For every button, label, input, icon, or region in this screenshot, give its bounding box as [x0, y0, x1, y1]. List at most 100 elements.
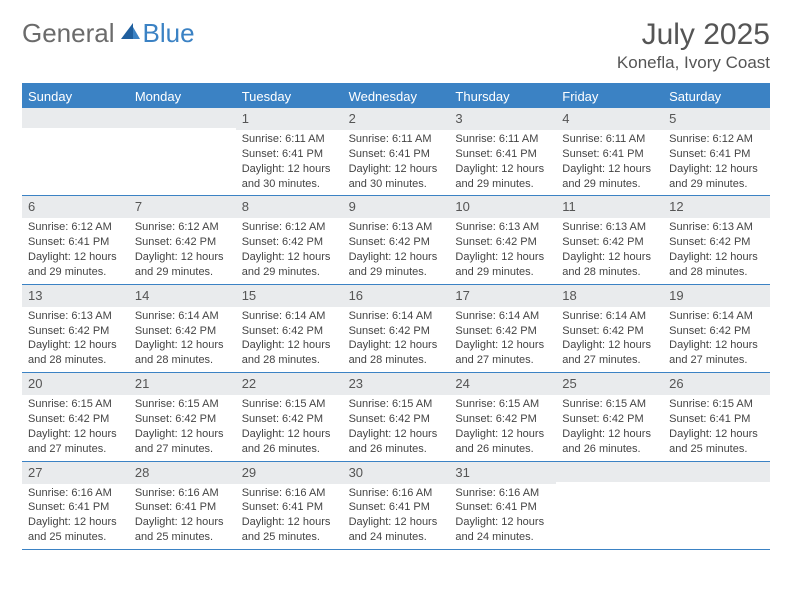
sunrise-line: Sunrise: 6:14 AM — [135, 309, 230, 324]
month-title: July 2025 — [617, 18, 770, 52]
day-body: Sunrise: 6:15 AMSunset: 6:42 PMDaylight:… — [556, 395, 663, 460]
sunrise-line: Sunrise: 6:13 AM — [562, 220, 657, 235]
day-body: Sunrise: 6:13 AMSunset: 6:42 PMDaylight:… — [556, 218, 663, 283]
day-empty — [129, 108, 236, 195]
day-number: 30 — [349, 465, 363, 480]
sunset-line: Sunset: 6:42 PM — [349, 324, 444, 339]
day-body: Sunrise: 6:11 AMSunset: 6:41 PMDaylight:… — [556, 130, 663, 195]
day-body: Sunrise: 6:13 AMSunset: 6:42 PMDaylight:… — [663, 218, 770, 283]
sunset-line: Sunset: 6:41 PM — [349, 147, 444, 162]
day-number: 16 — [349, 288, 363, 303]
day-number: 7 — [135, 199, 142, 214]
sunrise-line: Sunrise: 6:12 AM — [135, 220, 230, 235]
day-empty — [22, 108, 129, 195]
sunrise-line: Sunrise: 6:11 AM — [562, 132, 657, 147]
day-body: Sunrise: 6:16 AMSunset: 6:41 PMDaylight:… — [22, 484, 129, 549]
day-cell: 26Sunrise: 6:15 AMSunset: 6:41 PMDayligh… — [663, 373, 770, 460]
day-cell: 25 Sunrise: 6:15 AMSunset: 6:42 PMDayligh… — [556, 373, 663, 460]
day-cell: 22Sunrise: 6:15 AMSunset: 6:42 PMDayligh… — [236, 373, 343, 460]
sunset-line: Sunset: 6:42 PM — [135, 412, 230, 427]
day-cell: 21Sunrise: 6:15 AMSunset: 6:42 PMDayligh… — [129, 373, 236, 460]
day-body: Sunrise: 6:15 AMSunset: 6:42 PMDaylight:… — [449, 395, 556, 460]
weekday-label: Sunday — [22, 85, 129, 108]
day-number: 14 — [135, 288, 149, 303]
sunset-line: Sunset: 6:42 PM — [242, 324, 337, 339]
daylight-line: Daylight: 12 hours and 27 minutes. — [135, 427, 230, 457]
day-body: Sunrise: 6:12 AMSunset: 6:41 PMDaylight:… — [22, 218, 129, 283]
daylight-line: Daylight: 12 hours and 29 minutes. — [242, 250, 337, 280]
daylight-line: Daylight: 12 hours and 27 minutes. — [562, 338, 657, 368]
day-cell: 24Sunrise: 6:15 AMSunset: 6:42 PMDayligh… — [449, 373, 556, 460]
daylight-line: Daylight: 12 hours and 24 minutes. — [349, 515, 444, 545]
day-number: 26 — [669, 376, 683, 391]
day-number: 5 — [669, 111, 676, 126]
logo-text-1: General — [22, 18, 115, 49]
day-cell: 31Sunrise: 6:16 AMSunset: 6:41 PMDayligh… — [449, 462, 556, 549]
logo-text-2: Blue — [143, 18, 195, 49]
day-body: Sunrise: 6:14 AMSunset: 6:42 PMDaylight:… — [236, 307, 343, 372]
sunset-line: Sunset: 6:42 PM — [455, 412, 550, 427]
day-number: 25 — [562, 376, 576, 391]
day-number: 31 — [455, 465, 469, 480]
sunrise-line: Sunrise: 6:14 AM — [349, 309, 444, 324]
day-cell: 28Sunrise: 6:16 AMSunset: 6:41 PMDayligh… — [129, 462, 236, 549]
sunrise-line: Sunrise: 6:11 AM — [242, 132, 337, 147]
location: Konefla, Ivory Coast — [617, 53, 770, 73]
sunset-line: Sunset: 6:42 PM — [242, 412, 337, 427]
day-body: Sunrise: 6:15 AMSunset: 6:42 PMDaylight:… — [343, 395, 450, 460]
sunset-line: Sunset: 6:41 PM — [28, 500, 123, 515]
day-cell: 27Sunrise: 6:16 AMSunset: 6:41 PMDayligh… — [22, 462, 129, 549]
daylight-line: Daylight: 12 hours and 26 minutes. — [349, 427, 444, 457]
day-cell: 16Sunrise: 6:14 AMSunset: 6:42 PMDayligh… — [343, 285, 450, 372]
day-number: 10 — [455, 199, 469, 214]
day-cell: 5 Sunrise: 6:12 AMSunset: 6:41 PMDaylight… — [663, 108, 770, 195]
daylight-line: Daylight: 12 hours and 29 minutes. — [562, 162, 657, 192]
sunrise-line: Sunrise: 6:14 AM — [669, 309, 764, 324]
sunset-line: Sunset: 6:42 PM — [669, 324, 764, 339]
daylight-line: Daylight: 12 hours and 25 minutes. — [135, 515, 230, 545]
day-body: Sunrise: 6:11 AMSunset: 6:41 PMDaylight:… — [449, 130, 556, 195]
day-number: 4 — [562, 111, 569, 126]
sunset-line: Sunset: 6:41 PM — [242, 500, 337, 515]
day-cell: 9Sunrise: 6:13 AMSunset: 6:42 PMDaylight… — [343, 196, 450, 283]
day-cell: 2Sunrise: 6:11 AMSunset: 6:41 PMDaylight… — [343, 108, 450, 195]
sunrise-line: Sunrise: 6:15 AM — [349, 397, 444, 412]
sunrise-line: Sunrise: 6:15 AM — [135, 397, 230, 412]
calendar: SundayMondayTuesdayWednesdayThursdayFrid… — [22, 83, 770, 550]
daylight-line: Daylight: 12 hours and 27 minutes. — [455, 338, 550, 368]
sunrise-line: Sunrise: 6:16 AM — [349, 486, 444, 501]
sunrise-line: Sunrise: 6:11 AM — [455, 132, 550, 147]
day-cell: 7 Sunrise: 6:12 AMSunset: 6:42 PMDaylight… — [129, 196, 236, 283]
day-cell: 15Sunrise: 6:14 AMSunset: 6:42 PMDayligh… — [236, 285, 343, 372]
day-cell: 4 Sunrise: 6:11 AMSunset: 6:41 PMDaylight… — [556, 108, 663, 195]
day-body: Sunrise: 6:16 AMSunset: 6:41 PMDaylight:… — [236, 484, 343, 549]
day-number: 19 — [669, 288, 683, 303]
sunset-line: Sunset: 6:41 PM — [669, 412, 764, 427]
day-cell: 19Sunrise: 6:14 AMSunset: 6:42 PMDayligh… — [663, 285, 770, 372]
sunset-line: Sunset: 6:42 PM — [28, 324, 123, 339]
daylight-line: Daylight: 12 hours and 27 minutes. — [28, 427, 123, 457]
weekday-label: Tuesday — [236, 85, 343, 108]
daylight-line: Daylight: 12 hours and 30 minutes. — [349, 162, 444, 192]
daylight-line: Daylight: 12 hours and 26 minutes. — [242, 427, 337, 457]
day-cell: 11Sunrise: 6:13 AMSunset: 6:42 PMDayligh… — [556, 196, 663, 283]
weekday-label: Thursday — [449, 85, 556, 108]
day-body: Sunrise: 6:12 AMSunset: 6:41 PMDaylight:… — [663, 130, 770, 195]
day-number: 1 — [242, 111, 249, 126]
title-block: July 2025 Konefla, Ivory Coast — [617, 18, 770, 73]
day-cell: 18Sunrise: 6:14 AMSunset: 6:42 PMDayligh… — [556, 285, 663, 372]
day-body: Sunrise: 6:14 AMSunset: 6:42 PMDaylight:… — [556, 307, 663, 372]
sunrise-line: Sunrise: 6:15 AM — [28, 397, 123, 412]
sunset-line: Sunset: 6:42 PM — [135, 324, 230, 339]
day-number: 23 — [349, 376, 363, 391]
sunset-line: Sunset: 6:41 PM — [28, 235, 123, 250]
sunrise-line: Sunrise: 6:16 AM — [135, 486, 230, 501]
sunset-line: Sunset: 6:42 PM — [455, 324, 550, 339]
sunrise-line: Sunrise: 6:15 AM — [669, 397, 764, 412]
daylight-line: Daylight: 12 hours and 28 minutes. — [28, 338, 123, 368]
weekday-label: Monday — [129, 85, 236, 108]
day-body: Sunrise: 6:12 AMSunset: 6:42 PMDaylight:… — [129, 218, 236, 283]
sunrise-line: Sunrise: 6:14 AM — [455, 309, 550, 324]
sunset-line: Sunset: 6:42 PM — [349, 235, 444, 250]
sunset-line: Sunset: 6:42 PM — [455, 235, 550, 250]
